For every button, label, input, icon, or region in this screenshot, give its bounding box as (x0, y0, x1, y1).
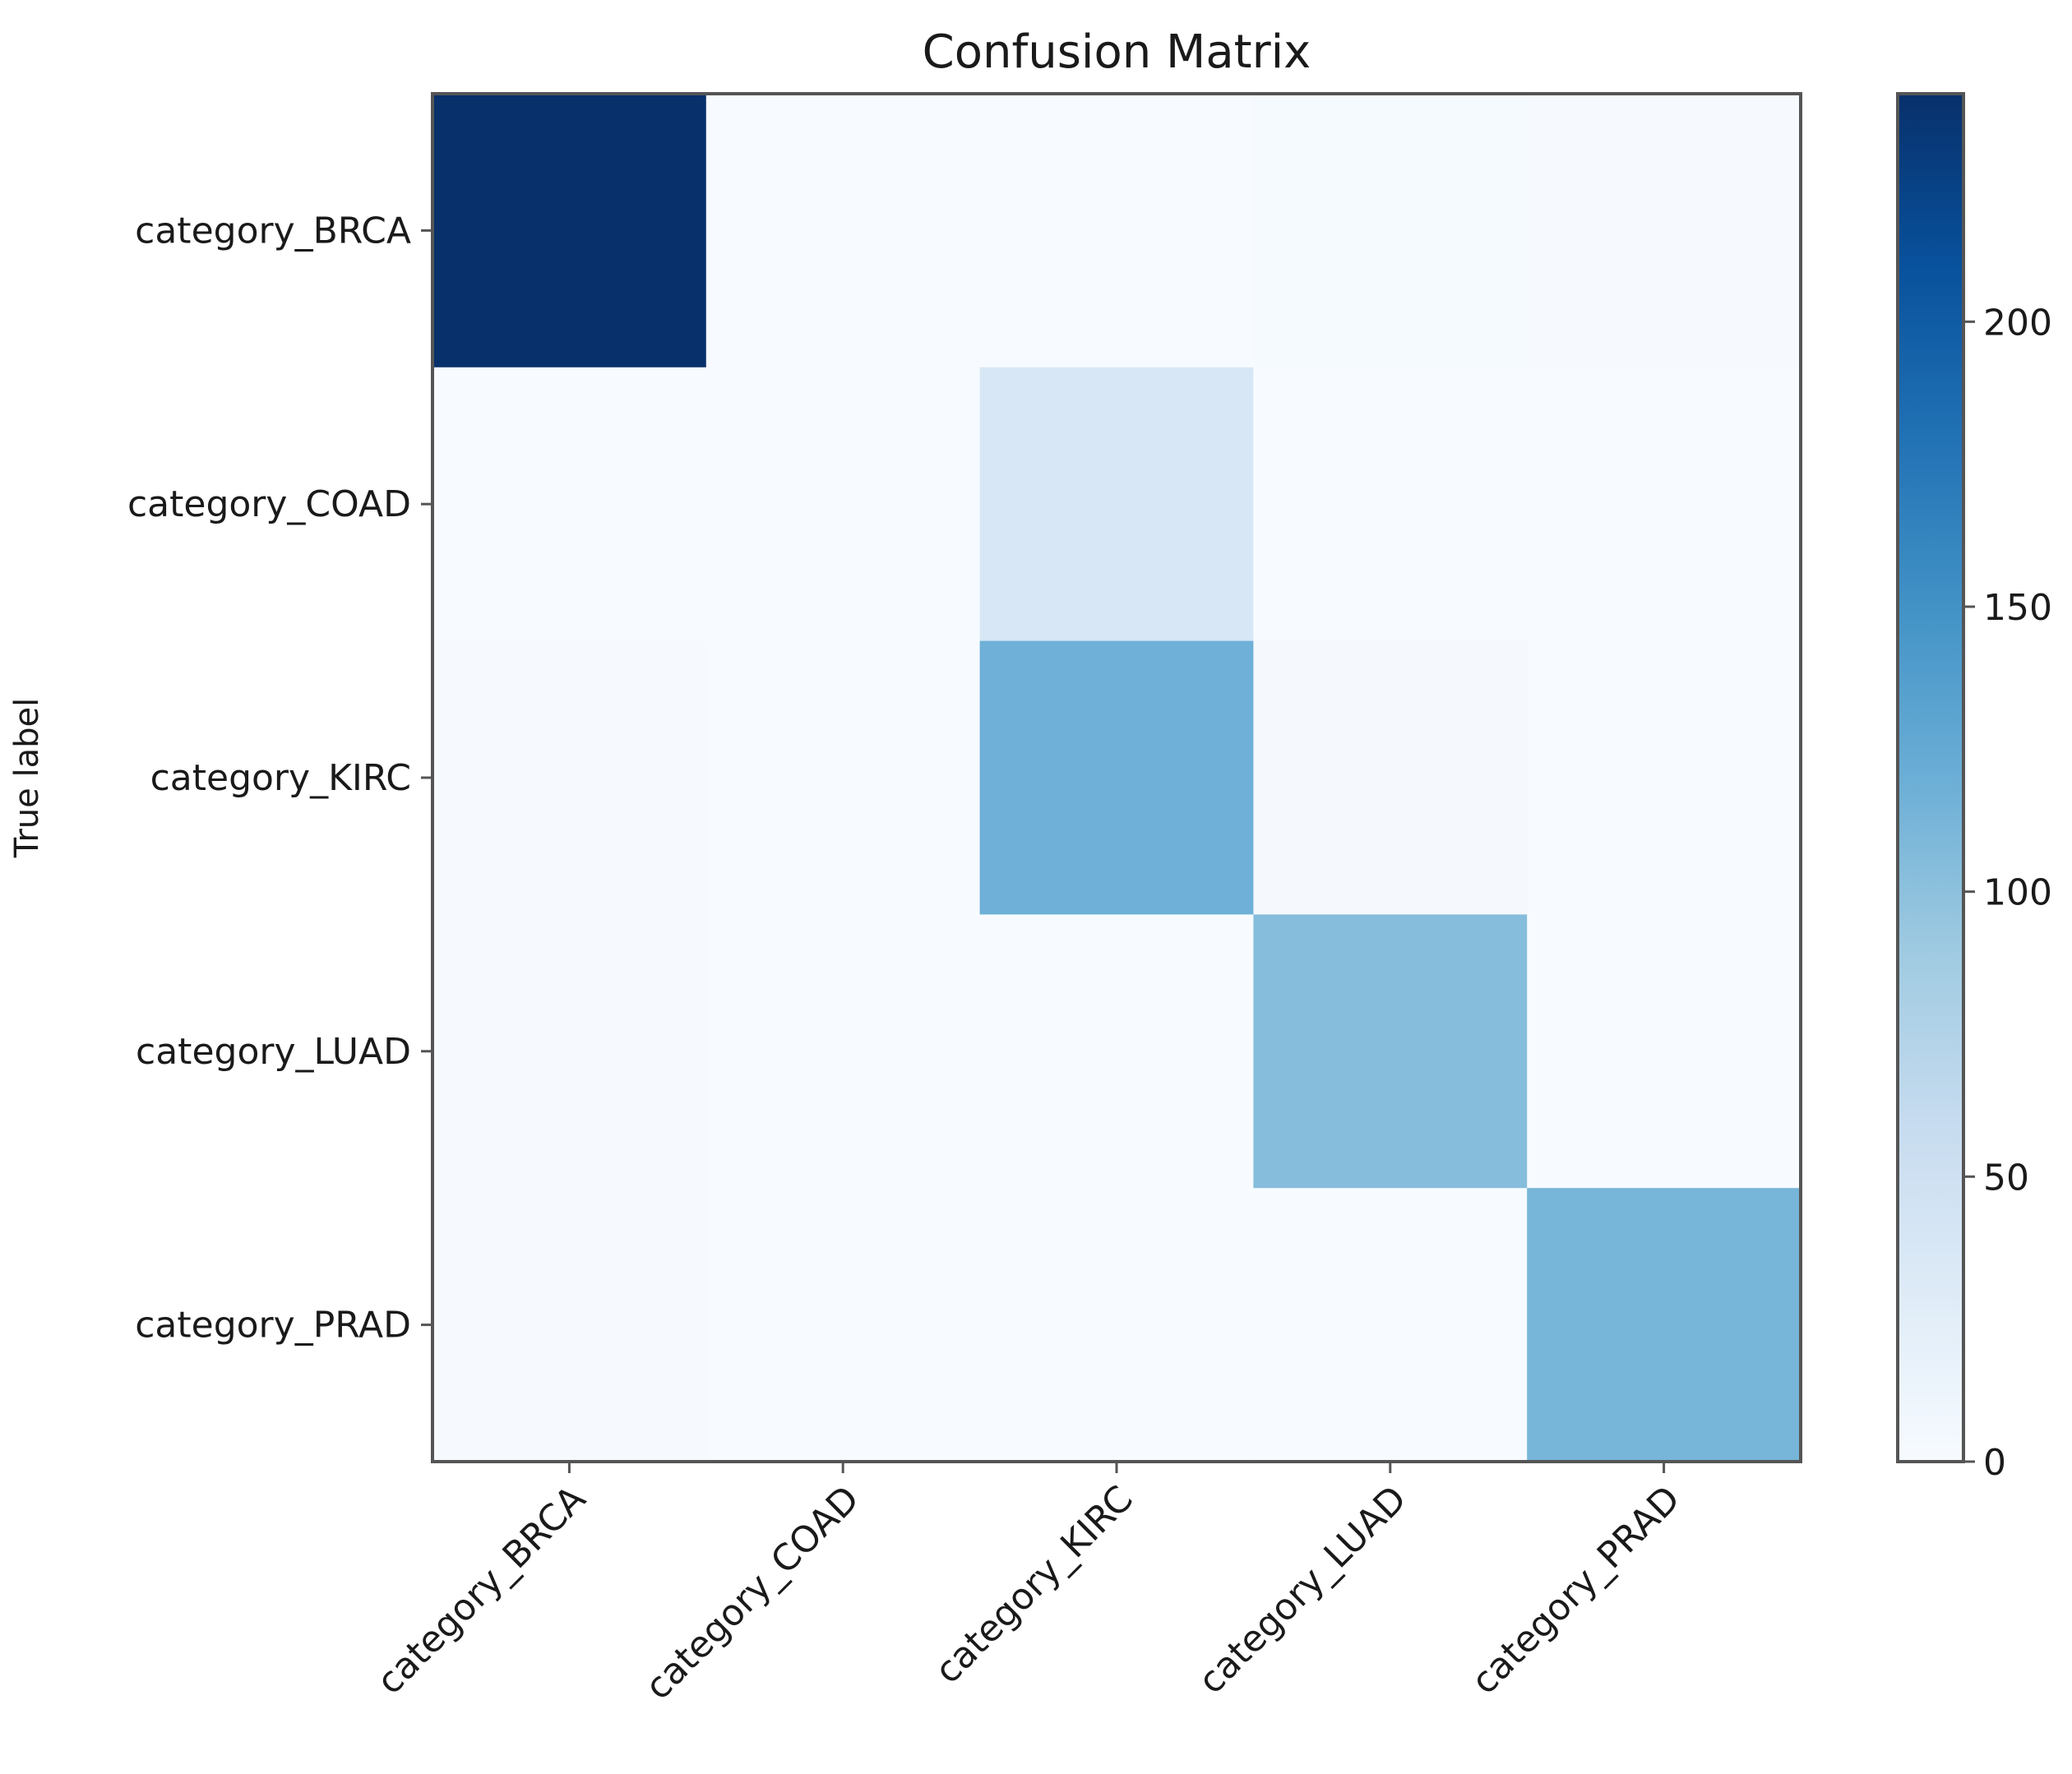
heatmap-cell-2-3 (1253, 640, 1528, 915)
heatmap-cell-4-4 (1527, 1188, 1801, 1462)
heatmap-cell-1-1 (705, 367, 981, 642)
chart-title: Confusion Matrix (923, 25, 1311, 79)
x-tick-label: category_KIRC (927, 1478, 1140, 1692)
heatmap-cell-2-4 (1527, 640, 1801, 915)
x-tick-label: category_PRAD (1464, 1478, 1688, 1702)
y-axis-label: True label (8, 698, 46, 858)
heatmap-cell-4-1 (705, 1188, 981, 1462)
colorbar-gradient (1898, 94, 1963, 1462)
y-tick-label: category_BRCA (135, 210, 411, 252)
y-tick-label: category_COAD (127, 483, 411, 525)
heatmap-cell-1-0 (432, 367, 707, 642)
heatmap-cell-0-1 (705, 94, 981, 368)
heatmap-cell-0-2 (979, 94, 1254, 368)
heatmap-cell-2-2 (979, 640, 1254, 915)
heatmap-cell-0-4 (1527, 94, 1801, 368)
heatmap-cell-2-0 (432, 640, 707, 915)
heatmap-cell-1-3 (1253, 367, 1528, 642)
heatmap-cell-0-3 (1253, 94, 1528, 368)
colorbar-tick-label: 50 (1983, 1157, 2029, 1199)
x-tick-label: category_LUAD (1191, 1478, 1415, 1702)
heatmap-cell-4-3 (1253, 1188, 1528, 1462)
heatmap-cell-1-2 (979, 367, 1254, 642)
y-tick-label: category_LUAD (136, 1031, 411, 1073)
heatmap-cell-3-1 (705, 914, 981, 1189)
heatmap-cell-2-1 (705, 640, 981, 915)
heatmap-cell-1-4 (1527, 367, 1801, 642)
colorbar-tick-label: 0 (1983, 1442, 2006, 1484)
heatmap-cell-0-0 (432, 94, 707, 368)
x-tick-label: category_COAD (637, 1478, 867, 1708)
heatmap-cell-4-2 (979, 1188, 1254, 1462)
colorbar-tick-label: 200 (1983, 302, 2052, 344)
heatmap-cells (432, 94, 1801, 1462)
heatmap-cell-3-2 (979, 914, 1254, 1189)
y-tick-label: category_PRAD (135, 1305, 411, 1347)
y-axis-ticks: category_BRCA category_COAD category_KIRCc… (127, 210, 432, 1347)
heatmap-cell-3-4 (1527, 914, 1801, 1189)
colorbar-tick-label: 150 (1983, 587, 2052, 629)
colorbar-tick-label: 100 (1983, 872, 2052, 914)
x-axis-ticks: category_BRCA category_COAD category_KIRC c… (369, 1462, 1688, 1708)
y-tick-label: category_KIRC (150, 757, 411, 799)
heatmap-cell-3-3 (1253, 914, 1528, 1189)
colorbar: 0 50 100 150 200 (1896, 92, 2052, 1484)
x-tick-label: category_BRCA (369, 1478, 594, 1703)
colorbar-ticks: 0 50 100 150 200 (1963, 302, 2052, 1484)
heatmap-cell-3-0 (432, 914, 707, 1189)
heatmap-cell-4-0 (432, 1188, 707, 1462)
colorbar-frame (1896, 92, 1965, 1463)
